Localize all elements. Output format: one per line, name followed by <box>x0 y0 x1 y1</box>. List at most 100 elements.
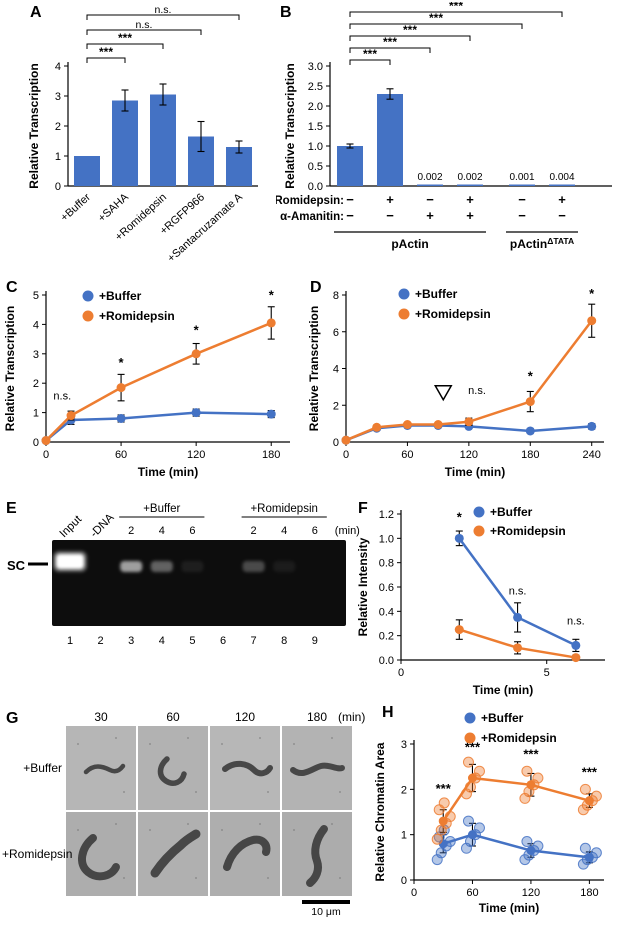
data-marker <box>433 420 443 430</box>
svg-text:+Romidepsin: +Romidepsin <box>415 307 491 321</box>
gel-image <box>52 540 346 626</box>
svg-text:0: 0 <box>333 437 339 449</box>
chromatin-shape <box>221 737 273 793</box>
scatter-point <box>579 783 591 795</box>
svg-text:1.5: 1.5 <box>308 121 323 133</box>
svg-text:6: 6 <box>189 525 195 537</box>
data-marker <box>341 435 351 445</box>
svg-text:1: 1 <box>55 151 61 163</box>
data-marker <box>525 397 535 407</box>
svg-text:60: 60 <box>466 887 478 899</box>
data-marker <box>464 417 474 427</box>
svg-text:−: − <box>518 192 526 207</box>
hdac-inhibitor-bar-chart: 0 1 2 3 4 Relative Transcription +Buffer +SAHA +… <box>27 4 258 265</box>
series-romidepsin <box>341 303 597 445</box>
data-marker <box>116 413 126 423</box>
data-marker <box>191 349 201 359</box>
svg-text:+: + <box>386 192 394 207</box>
svg-text:Time (min): Time (min) <box>479 901 539 915</box>
svg-text:−: − <box>386 208 394 223</box>
svg-text:1.0: 1.0 <box>308 141 323 153</box>
svg-text:n.s.: n.s. <box>136 19 153 31</box>
legend-marker <box>398 308 410 320</box>
svg-text:0.002: 0.002 <box>417 172 442 183</box>
svg-text:180: 180 <box>262 449 280 461</box>
svg-text:+Romidepsin: +Romidepsin <box>490 524 566 538</box>
svg-text:Romidepsin:: Romidepsin: <box>276 195 344 207</box>
series-romidepsin <box>431 756 602 845</box>
svg-text:n.s.: n.s. <box>509 585 527 597</box>
svg-text:4: 4 <box>159 635 165 647</box>
bar <box>417 184 443 186</box>
svg-text:+Romidepsin: +Romidepsin <box>99 309 175 323</box>
svg-text:+SAHA: +SAHA <box>96 191 132 225</box>
panel-f-line-chart: 0.0 0.2 0.4 0.6 0.8 1.0 1.2 0 5 Relative Intensit… <box>355 498 618 710</box>
svg-text:180: 180 <box>580 887 598 899</box>
data-marker <box>266 318 276 328</box>
gel-band <box>120 561 143 572</box>
svg-text:Time (min): Time (min) <box>138 465 198 479</box>
chromatin-micrograph <box>210 812 280 896</box>
micrograph-row-label: +Buffer <box>23 761 62 775</box>
panel-label-f: F <box>358 500 368 517</box>
bar <box>150 94 176 186</box>
scatter-point <box>532 772 544 784</box>
svg-text:SC: SC <box>7 558 26 573</box>
svg-text:−: − <box>518 208 526 223</box>
addition-arrowhead <box>433 384 453 402</box>
series-romidepsin <box>41 306 276 446</box>
legend-entry: +Buffer <box>473 505 533 519</box>
svg-text:***: *** <box>582 765 598 780</box>
panel-c-line-chart: 0 1 2 3 4 5 0 60 120 180 Relative Transcription Tim… <box>2 278 304 480</box>
svg-text:+Santacruzamate A: +Santacruzamate A <box>165 191 245 265</box>
svg-text:60: 60 <box>115 449 127 461</box>
svg-text:1.2: 1.2 <box>379 509 394 521</box>
svg-text:0.004: 0.004 <box>549 172 574 183</box>
scatter-point <box>438 797 450 809</box>
svg-text:pActin: pActin <box>391 237 428 251</box>
series-buffer <box>454 530 581 653</box>
svg-text:*: * <box>194 323 200 338</box>
series-line <box>45 321 272 442</box>
legend-entry: +Romidepsin <box>473 524 566 538</box>
svg-text:0.0: 0.0 <box>308 181 323 193</box>
svg-text:*: * <box>269 287 275 302</box>
gel-band <box>242 561 265 572</box>
svg-text:***: *** <box>429 11 443 25</box>
scatter-point <box>462 756 474 768</box>
svg-text:0: 0 <box>33 437 39 449</box>
data-marker <box>587 421 597 431</box>
svg-text:3: 3 <box>55 91 61 103</box>
svg-text:+: + <box>426 208 434 223</box>
svg-text:+: + <box>466 208 474 223</box>
svg-text:2: 2 <box>251 525 257 537</box>
svg-text:Relative Chromatin Area: Relative Chromatin Area <box>373 742 387 881</box>
svg-text:1.0: 1.0 <box>379 533 394 545</box>
svg-text:+: + <box>558 192 566 207</box>
panel-h-line-chart: 0 1 2 3 0 60 120 180 Relative Chromatin Area Time… <box>372 702 618 935</box>
legend-entry: +Buffer <box>82 289 142 303</box>
data-marker <box>513 643 523 653</box>
chromatin-micrograph <box>66 812 136 896</box>
legend-entry: +Buffer <box>464 711 524 725</box>
bar <box>549 184 575 186</box>
svg-text:3: 3 <box>33 349 39 361</box>
data-marker <box>513 612 523 622</box>
micrograph-grid <box>66 726 352 896</box>
svg-text:4: 4 <box>55 61 61 73</box>
gel-band <box>150 561 173 572</box>
svg-text:0: 0 <box>401 875 407 887</box>
svg-text:0.6: 0.6 <box>379 582 394 594</box>
svg-text:0.002: 0.002 <box>457 172 482 183</box>
svg-text:0.4: 0.4 <box>379 606 394 618</box>
bar <box>457 184 483 186</box>
legend-marker <box>82 290 94 302</box>
data-marker <box>584 796 594 806</box>
legend-entry: +Buffer <box>398 287 458 301</box>
chromatin-micrograph <box>66 726 136 810</box>
svg-text:n.s.: n.s. <box>53 390 71 402</box>
svg-text:0.5: 0.5 <box>308 161 323 173</box>
series-buffer <box>431 815 602 870</box>
data-marker <box>116 383 126 393</box>
svg-text:***: *** <box>523 747 539 762</box>
